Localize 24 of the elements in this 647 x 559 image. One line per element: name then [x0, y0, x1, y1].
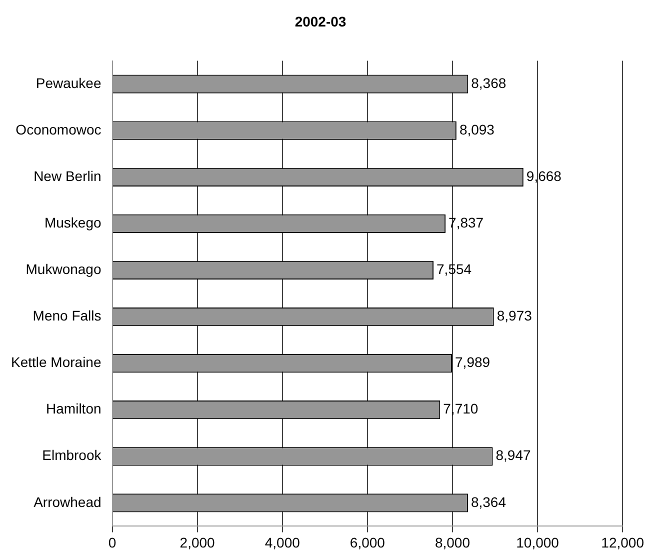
y-tick-label: Oconomowoc: [16, 121, 102, 138]
x-tick-label: 8,000: [434, 534, 470, 550]
y-tick-label: Arrowhead: [34, 494, 102, 510]
x-tick-label: 6,000: [350, 534, 386, 550]
y-tick-label: Elmbrook: [42, 447, 102, 464]
data-label: 8,973: [496, 308, 532, 324]
data-label: 8,947: [496, 447, 532, 464]
x-tick-label: 2,000: [180, 534, 216, 550]
x-tick-label: 0: [108, 534, 116, 550]
y-tick-label: Pewaukee: [36, 74, 102, 91]
chart-title: 2002-03: [294, 13, 346, 30]
x-tick-label: 4,000: [264, 534, 300, 550]
x-tick-label: 10,000: [516, 534, 560, 550]
data-label: 7,989: [455, 354, 490, 370]
y-tick-label: Meno Falls: [32, 308, 102, 324]
y-tick-label: Kettle Moraine: [10, 354, 102, 370]
y-tick-label: Hamilton: [46, 400, 102, 417]
data-label: 8,364: [470, 494, 506, 510]
data-label: 8,368: [471, 74, 506, 91]
y-tick-label: Muskego: [44, 214, 102, 231]
x-tick-label: 12,000: [601, 534, 644, 550]
y-tick-label: New Berlin: [34, 168, 102, 184]
y-tick-label: Mukwonago: [26, 261, 102, 278]
data-label: 8,093: [459, 121, 495, 138]
